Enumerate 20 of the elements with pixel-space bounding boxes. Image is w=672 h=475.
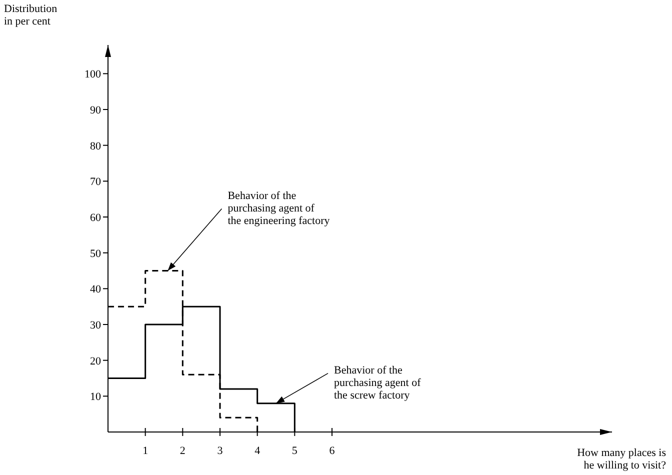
y-axis-title: Distribution in per cent — [4, 3, 58, 28]
annotation: Behavior of the purchasing agent of the engineering factory — [228, 190, 330, 228]
x-tick-label: 4 — [254, 445, 261, 457]
y-tick-label: 20 — [90, 355, 102, 368]
y-tick-label: 80 — [90, 140, 102, 152]
y-tick-label: 10 — [90, 391, 102, 404]
x-axis-title: How many places is he willing to visit? — [577, 447, 666, 472]
annotation: Behavior of the purchasing agent of the screw factory — [334, 364, 422, 402]
y-tick-label: 60 — [90, 212, 102, 224]
y-tick-label: 50 — [90, 248, 102, 260]
y-tick-label: 70 — [90, 176, 102, 188]
x-tick-label: 1 — [142, 445, 148, 457]
x-tick-label: 2 — [180, 445, 186, 457]
x-tick-label: 6 — [329, 445, 336, 457]
x-tick-label: 5 — [292, 445, 298, 457]
y-tick-label: 100 — [84, 68, 102, 81]
y-tick-label: 40 — [90, 284, 102, 296]
y-tick-label: 90 — [90, 104, 102, 116]
x-tick-label: 3 — [217, 445, 224, 457]
y-tick-label: 30 — [90, 320, 102, 332]
